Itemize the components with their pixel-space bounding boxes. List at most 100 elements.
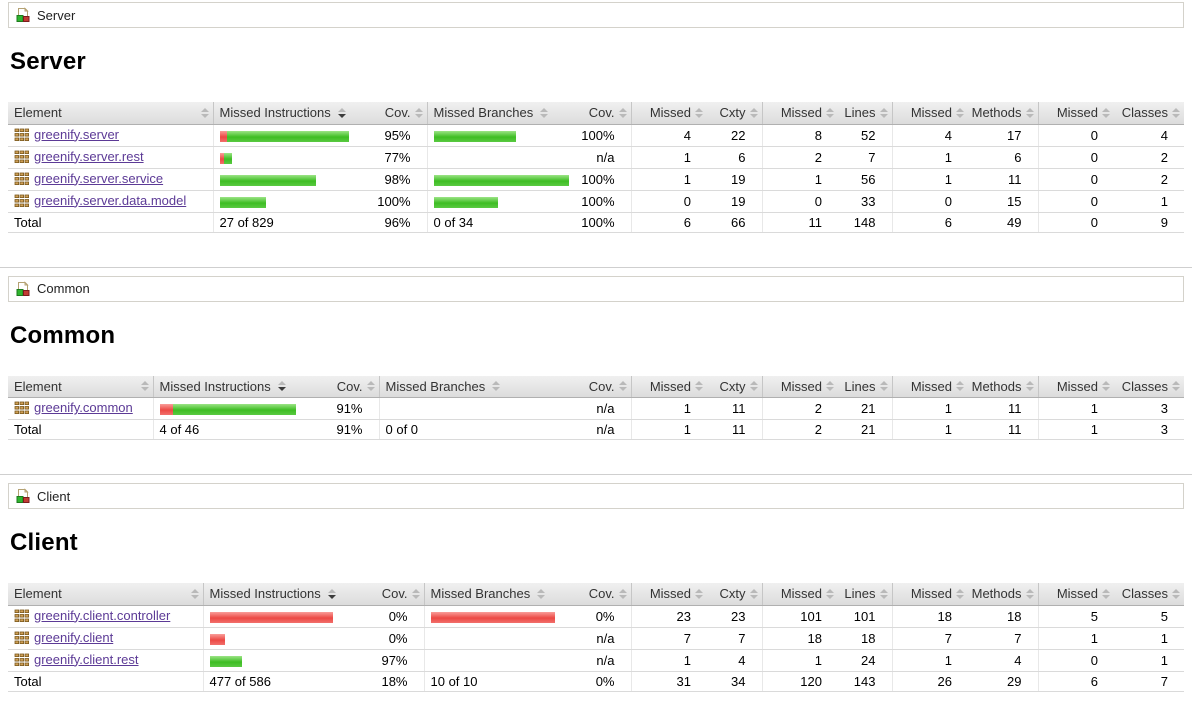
sort-icon	[1025, 107, 1034, 118]
counter-value: 56	[838, 168, 892, 191]
column-header-element[interactable]: Element	[8, 102, 213, 125]
column-header-methods[interactable]: Methods	[968, 583, 1038, 606]
sort-icon	[956, 588, 964, 599]
counter-value: 5	[1114, 605, 1184, 628]
total-label: Total	[14, 422, 42, 437]
header-content: Missed Instructions	[210, 586, 365, 601]
column-header-lines[interactable]: Lines	[838, 583, 892, 606]
bar-green-segment	[172, 404, 296, 416]
element-cell: greenify.server.rest	[8, 146, 213, 169]
header-content: Cxty	[713, 379, 758, 394]
instruction-coverage-value: 100%	[371, 190, 427, 213]
header-content: Methods	[972, 105, 1034, 120]
missed-branches-total-text: 0 of 0	[385, 422, 419, 437]
column-header-methods[interactable]: Methods	[968, 102, 1038, 125]
column-header-missed-instructions[interactable]: Missed Instructions	[202, 583, 368, 606]
counter-value: 7	[707, 627, 762, 650]
column-header-missed-branches[interactable]: Missed Branches	[426, 102, 575, 125]
counter-value: 2	[1114, 168, 1184, 191]
column-header-label: Missed	[649, 586, 691, 602]
sort-icon	[190, 588, 199, 599]
counter-value: 52	[838, 124, 892, 147]
element-cell: greenify.client	[8, 627, 203, 650]
counter-value: 7	[630, 627, 707, 650]
missed-branches-total-text: 0 of 34	[433, 214, 474, 230]
package-link[interactable]: greenify.client.rest	[34, 651, 139, 667]
column-header-missed-branches[interactable]: Missed Branches	[423, 583, 575, 606]
package-link[interactable]: greenify.server.service	[34, 170, 164, 186]
counter-value: 23	[630, 605, 707, 628]
column-header-missed-instructions[interactable]: Missed Instructions	[152, 375, 323, 398]
header-content: Missed Branches	[434, 105, 572, 120]
counter-value: 1	[891, 649, 968, 672]
missed-instructions-cell	[202, 605, 368, 628]
counter-value: 49	[968, 212, 1038, 233]
column-header-cov-[interactable]: Cov.	[575, 583, 631, 606]
column-header-cov-[interactable]: Cov.	[575, 102, 631, 125]
package-link[interactable]: greenify.client.controller	[34, 607, 171, 623]
package-link[interactable]: greenify.server.data.model	[34, 192, 187, 208]
column-header-missed[interactable]: Missed	[761, 583, 838, 606]
missed-branches-cell	[426, 124, 575, 147]
column-header-missed-branches[interactable]: Missed Branches	[378, 375, 575, 398]
package-link[interactable]: greenify.client	[34, 629, 114, 645]
column-header-cxty[interactable]: Cxty	[707, 102, 762, 125]
column-header-cov-[interactable]: Cov.	[323, 375, 379, 398]
column-header-element[interactable]: Element	[8, 375, 153, 398]
column-header-label: Lines	[844, 586, 876, 602]
column-header-missed[interactable]: Missed	[1037, 375, 1114, 398]
sort-icon	[200, 107, 209, 118]
column-header-lines[interactable]: Lines	[838, 375, 892, 398]
column-header-label: Missed	[780, 105, 822, 121]
sort-active-desc-icon	[327, 588, 336, 599]
counter-value: 21	[838, 419, 892, 440]
column-header-cxty[interactable]: Cxty	[707, 583, 762, 606]
column-header-lines[interactable]: Lines	[838, 102, 892, 125]
counter-value: 4	[1114, 124, 1184, 147]
column-header-missed[interactable]: Missed	[891, 375, 968, 398]
header-content: Cov.	[329, 379, 375, 394]
missed-instructions-cell	[202, 627, 368, 650]
counter-value: 1	[630, 168, 707, 191]
column-header-missed-instructions[interactable]: Missed Instructions	[212, 102, 371, 125]
column-header-label: Methods	[971, 586, 1022, 602]
column-header-cov-[interactable]: Cov.	[575, 375, 631, 398]
header-content: Element	[14, 105, 209, 120]
column-header-element[interactable]: Element	[8, 583, 203, 606]
column-header-cxty[interactable]: Cxty	[707, 375, 762, 398]
column-header-missed[interactable]: Missed	[630, 583, 707, 606]
header-content: Cxty	[713, 105, 758, 120]
counter-value: 21	[838, 397, 892, 420]
column-header-missed[interactable]: Missed	[761, 375, 838, 398]
header-content: Missed	[638, 105, 703, 120]
package-link[interactable]: greenify.server.rest	[34, 148, 144, 164]
bar-green-segment	[219, 196, 266, 208]
column-header-missed[interactable]: Missed	[630, 375, 707, 398]
column-header-classes[interactable]: Classes	[1114, 583, 1184, 606]
column-header-missed[interactable]: Missed	[630, 102, 707, 125]
header-content: Missed Instructions	[160, 379, 320, 394]
column-header-classes[interactable]: Classes	[1114, 375, 1184, 398]
column-header-missed[interactable]: Missed	[1037, 583, 1114, 606]
sort-icon	[618, 107, 627, 118]
column-header-classes[interactable]: Classes	[1114, 102, 1184, 125]
column-header-missed[interactable]: Missed	[891, 102, 968, 125]
column-header-cov-[interactable]: Cov.	[368, 583, 424, 606]
table-row: greenify.client 0% n/a 7 7 18 18 7 7 1 1	[8, 627, 1184, 650]
missed-branches-cell	[426, 168, 575, 191]
counter-value: 7	[891, 627, 968, 650]
column-header-methods[interactable]: Methods	[968, 375, 1038, 398]
section-heading: Server	[10, 48, 86, 75]
table-row: greenify.server 95% 100% 4 22 8 52 4 17 0 4	[8, 124, 1184, 147]
package-link[interactable]: greenify.server	[34, 126, 120, 142]
counter-value: 0	[1037, 190, 1114, 213]
missed-instructions-total-text: 477 of 586	[209, 673, 271, 689]
header-content: Missed	[899, 105, 964, 120]
column-header-cov-[interactable]: Cov.	[371, 102, 427, 125]
package-link[interactable]: greenify.common	[34, 400, 133, 415]
missed-instructions-cell	[212, 190, 371, 213]
column-header-missed[interactable]: Missed	[891, 583, 968, 606]
column-header-missed[interactable]: Missed	[1037, 102, 1114, 125]
column-header-missed[interactable]: Missed	[761, 102, 838, 125]
column-header-label: Classes	[1121, 105, 1168, 121]
